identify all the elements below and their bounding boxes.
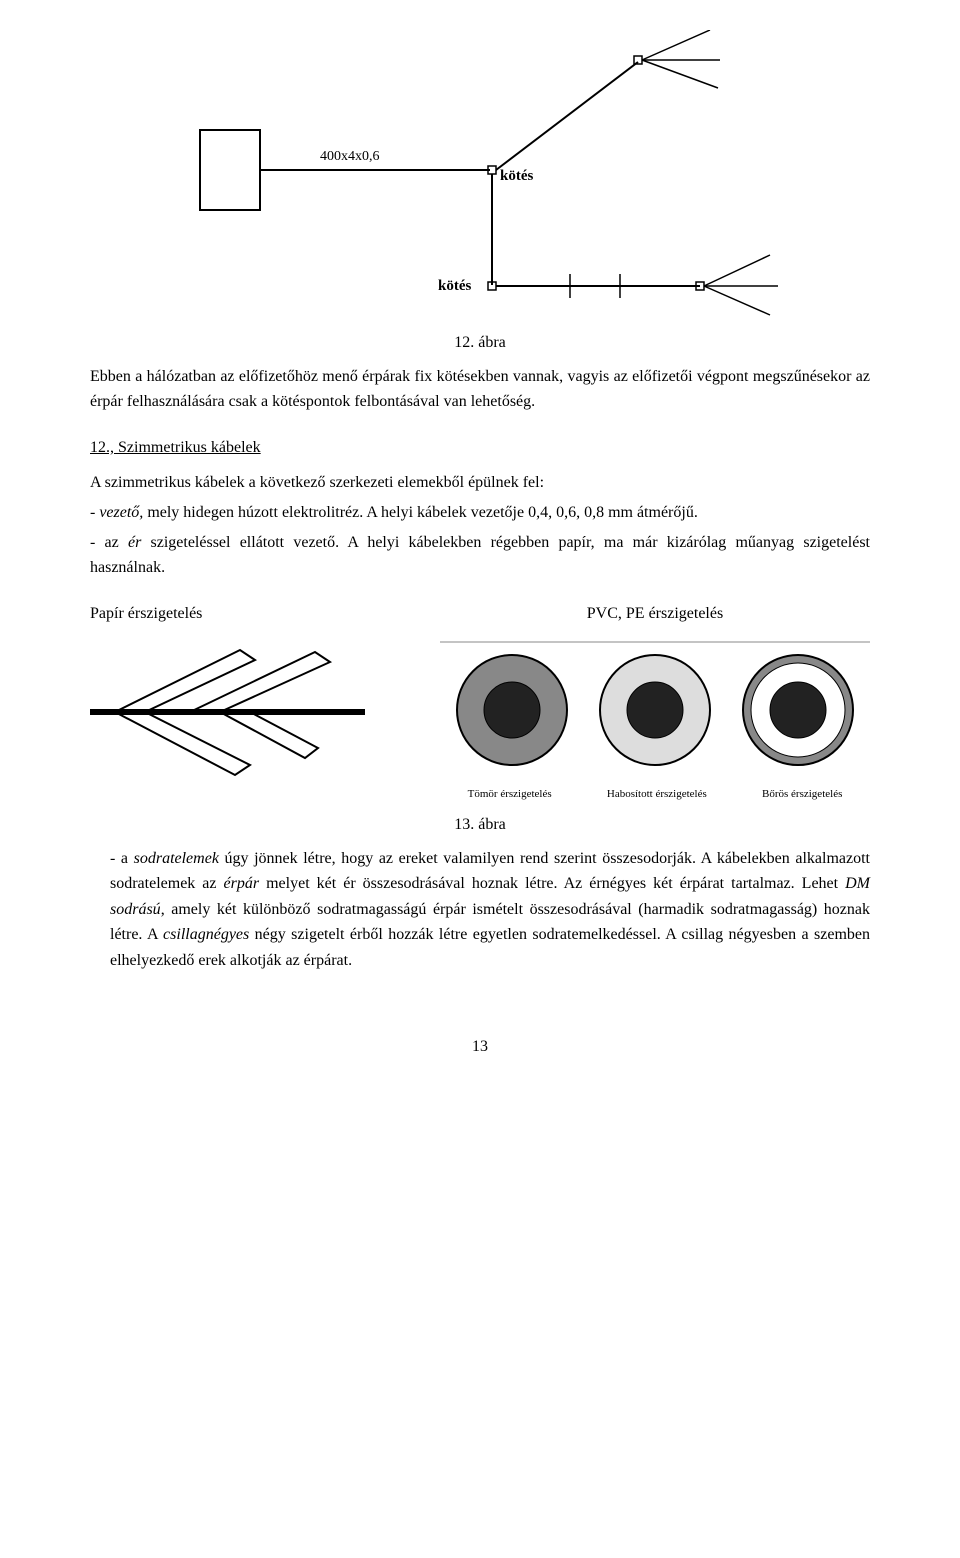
kotes-label-2: kötés xyxy=(438,278,471,294)
insulation-circles-svg xyxy=(440,640,870,780)
bullet-2: - az ér szigeteléssel ellátott vezető. A… xyxy=(90,530,870,581)
figure-13-right-col: PVC, PE érszigetelés Tömör érszigetelés … xyxy=(440,601,870,804)
p3-mid-2: melyet két ér összesodrásával hoznak lét… xyxy=(259,875,845,892)
paragraph-2: A szimmetrikus kábelek a következő szerk… xyxy=(90,470,870,496)
paper-insulation-svg xyxy=(90,640,370,780)
network-diagram-figure: 400x4x0,6 kötés kötés xyxy=(90,30,870,320)
paragraph-3: - a sodratelemek úgy jönnek létre, hogy … xyxy=(90,846,870,974)
label-solid: Tömör érszigetelés xyxy=(468,786,552,804)
cable-spec-label: 400x4x0,6 xyxy=(320,149,380,164)
bullet-1-prefix: - xyxy=(90,504,99,521)
p3-italic-2: érpár xyxy=(224,875,260,892)
p3-prefix: - a xyxy=(110,850,134,867)
bullet-1: - vezető, mely hidegen húzott elektrolit… xyxy=(90,500,870,526)
bullet-2-rest: szigeteléssel ellátott vezető. A helyi k… xyxy=(90,534,870,577)
figure-13-row: Papír érszigetelés PVC, PE érszigetelés xyxy=(90,601,870,804)
bullet-1-italic: vezető, xyxy=(99,504,143,521)
label-foamed: Habosított érszigetelés xyxy=(607,786,707,804)
bullet-2-prefix: - az xyxy=(90,534,128,551)
circle-labels-row: Tömör érszigetelés Habosított érszigetel… xyxy=(440,786,870,804)
network-diagram-svg: 400x4x0,6 kötés kötés xyxy=(170,30,790,320)
label-skin: Bőrös érszigetelés xyxy=(762,786,842,804)
paper-insulation-title: Papír érszigetelés xyxy=(90,601,202,627)
figure-12-caption: 12. ábra xyxy=(90,330,870,356)
pvc-pe-title: PVC, PE érszigetelés xyxy=(587,601,723,627)
page-number: 13 xyxy=(90,1034,870,1060)
section-heading: 12., Szimmetrikus kábelek xyxy=(90,435,870,461)
bullet-1-rest: mely hidegen húzott elektrolitréz. A hel… xyxy=(143,504,698,521)
figure-13-caption: 13. ábra xyxy=(90,812,870,838)
bullet-2-italic: ér xyxy=(128,534,141,551)
figure-13-left-col: Papír érszigetelés xyxy=(90,601,370,781)
p3-italic-1: sodratelemek xyxy=(134,850,219,867)
kotes-label-1: kötés xyxy=(500,168,533,184)
p3-italic-4: csillagnégyes xyxy=(163,926,249,943)
paragraph-1: Ebben a hálózatban az előfizetőhöz menő … xyxy=(90,364,870,415)
